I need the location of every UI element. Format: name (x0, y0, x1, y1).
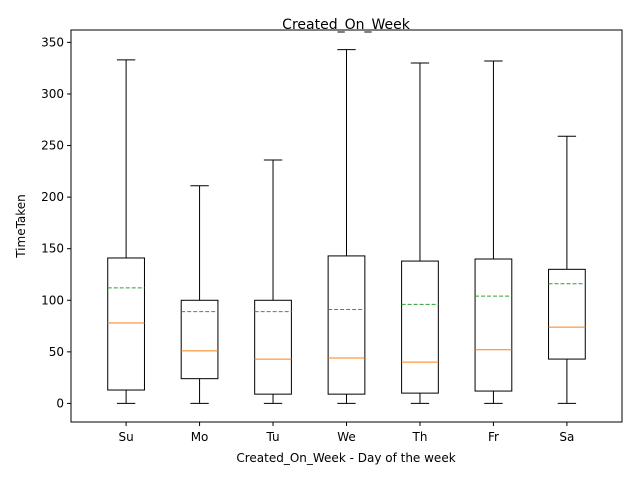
iqr-box (254, 299, 292, 395)
x-tick-label: Th (411, 430, 427, 444)
y-tick-label: 50 (49, 345, 64, 359)
y-tick-label: 200 (41, 190, 64, 204)
box-fr (474, 60, 513, 404)
iqr-box (474, 258, 513, 392)
iqr-box (180, 299, 219, 380)
y-tick-label: 350 (41, 35, 64, 49)
y-tick-label: 150 (41, 242, 64, 256)
iqr-box (327, 255, 366, 395)
x-tick-label: Sa (559, 430, 574, 444)
iqr-box (401, 260, 439, 394)
x-tick-label: Tu (265, 430, 279, 444)
plot-area (107, 49, 586, 404)
y-tick-label: 0 (56, 396, 64, 410)
box-we (327, 49, 366, 404)
y-tick-label: 100 (41, 293, 64, 307)
chart-title: Created_On_Week (282, 17, 411, 33)
iqr-box (107, 257, 145, 391)
x-tick-label: Fr (488, 430, 499, 444)
x-tick-label: We (337, 430, 356, 444)
y-tick-label: 300 (41, 87, 64, 101)
box-su (107, 59, 145, 404)
box-sa (548, 135, 586, 404)
box-th (401, 62, 439, 404)
x-tick-label: Su (118, 430, 133, 444)
y-tick-label: 250 (41, 139, 64, 153)
y-axis: 0 50 100 150 200 250 300 350 (41, 35, 71, 410)
box-tu (254, 159, 292, 404)
x-tick-label: Mo (191, 430, 209, 444)
box-mo (180, 185, 219, 404)
iqr-box (548, 268, 586, 360)
x-axis-label: Created_On_Week - Day of the week (236, 451, 455, 465)
x-axis: Su Mo Tu We Th Fr Sa (118, 422, 574, 444)
y-axis-label: TimeTaken (14, 194, 28, 259)
